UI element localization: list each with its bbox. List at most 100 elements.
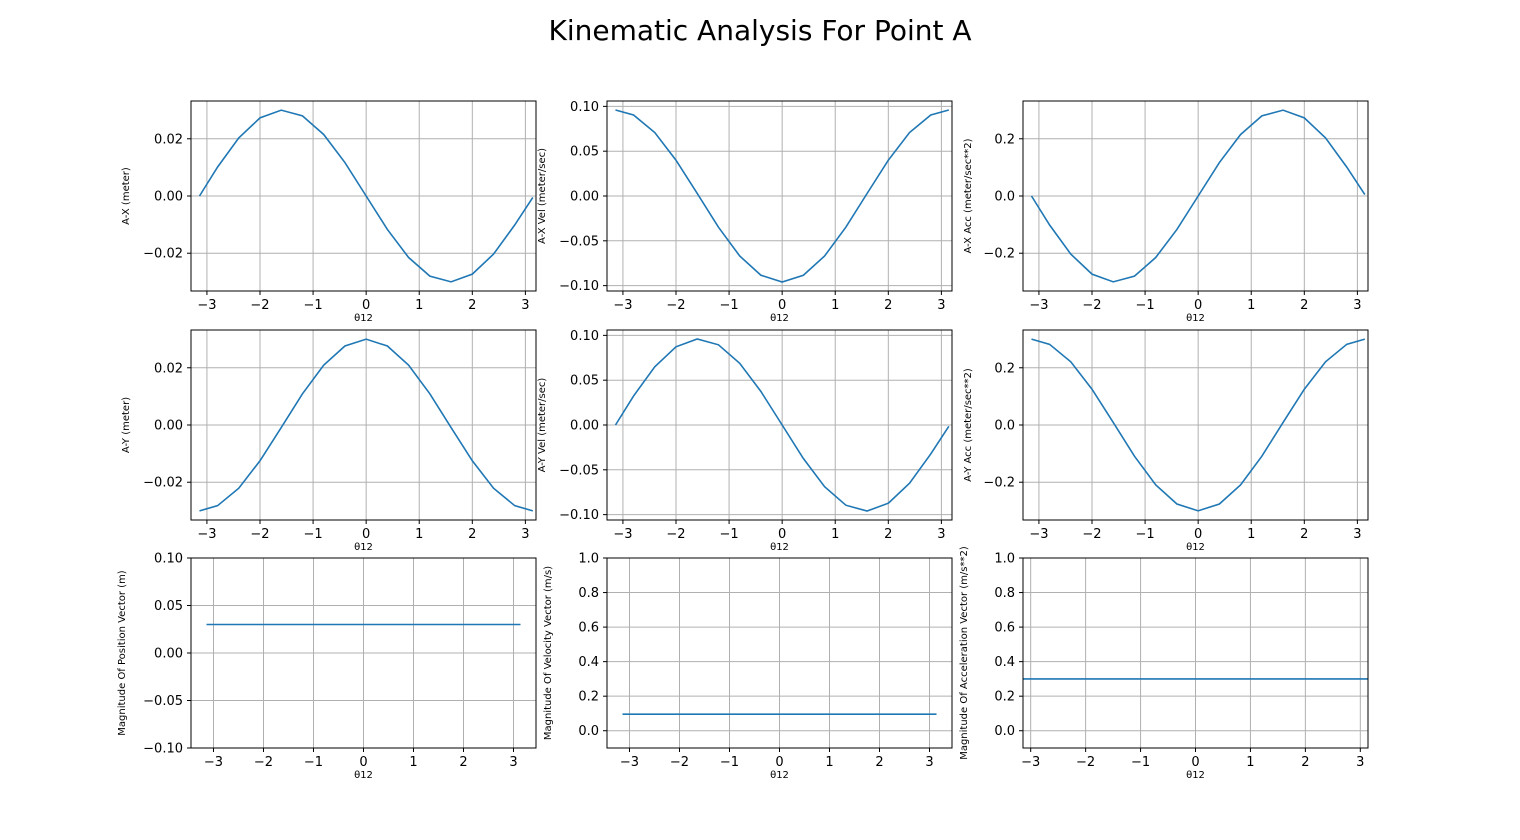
y-tick-label: −0.02 (143, 476, 183, 491)
y-tick-label: 0.05 (570, 374, 599, 389)
x-tick-label: 0 (1194, 298, 1202, 313)
y-tick-label: −0.2 (983, 247, 1015, 262)
x-tick-label: 3 (509, 755, 517, 770)
y-tick-label: −0.10 (559, 279, 599, 294)
x-tick-label: −2 (1076, 755, 1095, 770)
y-tick-label: 0.4 (578, 655, 599, 670)
x-tick-label: −1 (1131, 755, 1150, 770)
subplot-8: −3 −2 −1 0 1 2 3 0.0 0.2 0.4 0.6 0.8 1.0 θ12 Magnitude… (543, 552, 953, 781)
y-tick-label: 0.8 (578, 586, 599, 601)
x-tick-label: 0 (362, 527, 370, 542)
x-tick-label: −3 (613, 527, 632, 542)
x-tick-label: 1 (415, 298, 423, 313)
y-tick-label: 0.02 (154, 361, 183, 376)
y-tick-label: 0.8 (994, 586, 1015, 601)
y-tick-label: 0.2 (578, 690, 599, 705)
x-tick-label: −2 (1082, 527, 1101, 542)
subplot-5: −3 −2 −1 0 1 2 3 −0.10 −0.05 0.00 0.05 0.10 θ12 A-Y V… (537, 329, 953, 553)
x-tick-label: 3 (937, 298, 945, 313)
x-tick-label: 3 (521, 298, 529, 313)
y-tick-label: 0.00 (154, 190, 183, 205)
x-tick-label: −2 (1082, 298, 1101, 313)
y-tick-label: −0.10 (143, 742, 183, 757)
x-axis-label: θ12 (770, 770, 789, 781)
y-tick-label: 0.10 (570, 100, 599, 115)
x-tick-label: 1 (831, 527, 839, 542)
y-tick-label: 0.00 (154, 419, 183, 434)
y-axis-label: Magnitude Of Velocity Vector (m/s) (543, 566, 554, 740)
y-axis-label: A-Y Vel (meter/sec) (537, 378, 548, 473)
x-tick-label: −1 (1135, 298, 1154, 313)
x-tick-label: −2 (254, 755, 273, 770)
x-tick-label: −3 (1021, 755, 1040, 770)
y-tick-label: 0.02 (154, 132, 183, 147)
y-tick-label: 0.10 (570, 329, 599, 344)
y-tick-label: 0.2 (994, 132, 1015, 147)
x-tick-label: 2 (459, 755, 467, 770)
y-tick-label: 1.0 (578, 552, 599, 567)
x-tick-label: 2 (1300, 298, 1308, 313)
axes-frame (1022, 100, 1369, 292)
x-tick-label: −1 (719, 298, 738, 313)
x-tick-label: 3 (1356, 755, 1364, 770)
x-tick-label: 1 (831, 298, 839, 313)
x-tick-label: 0 (778, 527, 786, 542)
x-tick-label: 2 (1301, 755, 1309, 770)
y-tick-label: 0.4 (994, 655, 1015, 670)
x-tick-label: −2 (670, 755, 689, 770)
x-tick-label: −1 (1135, 527, 1154, 542)
x-tick-label: 0 (1194, 527, 1202, 542)
series-line (615, 109, 950, 283)
y-tick-label: −0.02 (143, 247, 183, 262)
x-tick-label: 3 (1353, 527, 1361, 542)
x-tick-label: −2 (250, 298, 269, 313)
x-tick-label: −1 (303, 527, 322, 542)
x-tick-label: −2 (666, 298, 685, 313)
y-axis-label: A-Y Acc (meter/sec**2) (963, 368, 974, 482)
x-axis-label: θ12 (1186, 542, 1205, 553)
axes-frame (606, 100, 953, 292)
y-tick-label: −0.05 (143, 694, 183, 709)
x-tick-label: 1 (409, 755, 417, 770)
axes-frame (190, 329, 537, 521)
x-tick-label: −3 (1029, 527, 1048, 542)
x-tick-label: −2 (250, 527, 269, 542)
x-tick-label: −3 (197, 298, 216, 313)
subplot-9: −3 −2 −1 0 1 2 3 0.0 0.2 0.4 0.6 0.8 1.0 θ12 Magnitude… (959, 546, 1369, 781)
subplot-2: −3 −2 −1 0 1 2 3 −0.10 −0.05 0.00 0.05 0.10 θ12 A-X V… (537, 100, 953, 324)
x-tick-label: 3 (1353, 298, 1361, 313)
subplot-1: −3 −2 −1 0 1 2 3 −0.02 0.00 0.02 θ12 A-X (meter) (121, 100, 537, 324)
axes-frame (606, 557, 953, 749)
x-axis-label: θ12 (1186, 770, 1205, 781)
x-tick-label: 2 (468, 298, 476, 313)
y-axis-label: A-Y (meter) (121, 397, 132, 453)
x-tick-label: 3 (521, 527, 529, 542)
y-axis-label: Magnitude Of Acceleration Vector (m/s**2… (959, 546, 970, 760)
series-line (614, 338, 950, 512)
x-tick-label: 2 (468, 527, 476, 542)
x-tick-label: −3 (613, 298, 632, 313)
x-tick-label: −1 (304, 755, 323, 770)
subplot-3: −3 −2 −1 0 1 2 3 −0.2 0.0 0.2 θ12 A-X Acc (meter/se… (963, 100, 1369, 324)
x-tick-label: 1 (1247, 298, 1255, 313)
y-tick-label: 0.00 (570, 419, 599, 434)
y-axis-label: Magnitude Of Position Vector (m) (117, 570, 128, 736)
x-tick-label: 1 (1247, 527, 1255, 542)
x-tick-label: −3 (620, 755, 639, 770)
x-axis-label: θ12 (1186, 313, 1205, 324)
x-tick-label: 2 (875, 755, 883, 770)
x-tick-label: 0 (359, 755, 367, 770)
axes-frame (1022, 557, 1369, 749)
y-tick-label: 0.00 (570, 190, 599, 205)
x-axis-label: θ12 (770, 313, 789, 324)
x-tick-label: 2 (1300, 527, 1308, 542)
axes-frame (190, 100, 537, 292)
x-tick-label: 3 (937, 527, 945, 542)
x-axis-label: θ12 (354, 770, 373, 781)
figure-title: Kinematic Analysis For Point A (548, 14, 971, 47)
x-tick-label: 0 (1191, 755, 1199, 770)
y-tick-label: −0.2 (983, 476, 1015, 491)
y-tick-label: −0.10 (559, 508, 599, 523)
x-axis-label: θ12 (354, 313, 373, 324)
